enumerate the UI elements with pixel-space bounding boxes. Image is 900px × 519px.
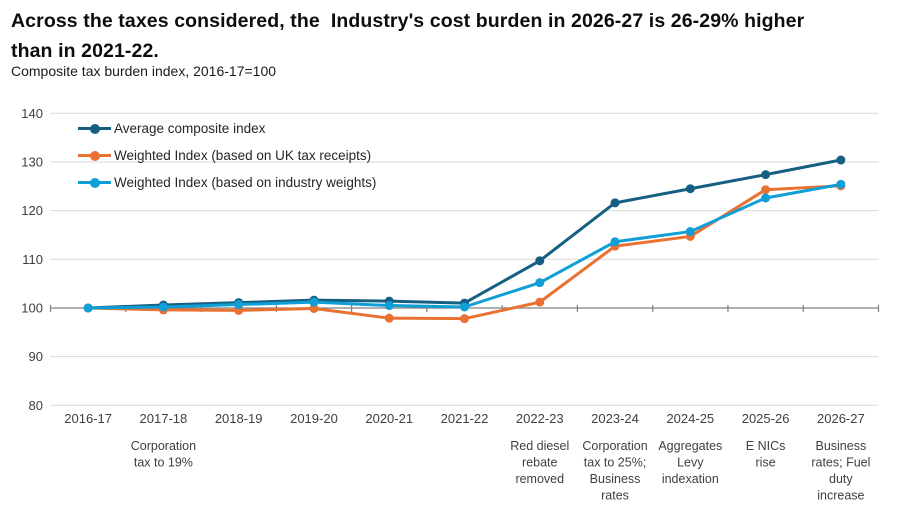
y-axis-tick-label: 90 [29, 349, 43, 364]
x-axis-tick-label: 2023-24 [591, 411, 639, 426]
data-point-marker [158, 302, 168, 312]
data-point-marker [761, 170, 771, 180]
x-axis-tick-label: 2016-17 [64, 411, 112, 426]
x-axis-tick-label: 2017-18 [140, 411, 188, 426]
axis-annotation: Red diesel [510, 439, 569, 453]
x-axis-tick-label: 2020-21 [365, 411, 413, 426]
data-point-marker [610, 198, 620, 208]
data-point-marker [685, 184, 695, 194]
x-axis-tick-label: 2021-22 [441, 411, 489, 426]
y-axis-tick-label: 140 [21, 106, 43, 121]
y-axis-tick-label: 100 [21, 300, 43, 315]
data-point-marker [309, 303, 319, 313]
chart-title: Across the taxes considered, the Industr… [11, 10, 810, 62]
series-line [86, 182, 843, 310]
legend-marker-dot [89, 177, 100, 188]
axis-annotation: Corporation [582, 439, 647, 453]
data-point-marker [460, 302, 469, 312]
data-point-marker [610, 237, 620, 247]
x-axis-tick-label: 2019-20 [290, 411, 338, 426]
axis-annotation: tax to 25%; [584, 456, 647, 470]
x-axis-tick-label: 2024-25 [666, 411, 714, 426]
legend-marker-line [78, 150, 111, 161]
data-point-marker [234, 300, 244, 310]
axis-annotation: rates [601, 489, 629, 503]
y-axis-tick-label: 120 [21, 203, 43, 218]
axis-annotation: Levy [677, 456, 704, 470]
data-point-marker [535, 278, 545, 288]
legend-item-weighted-uk-receipts: Weighted Index (based on UK tax receipts… [78, 142, 376, 169]
axis-annotation: Aggregates [658, 439, 722, 453]
legend-marker-line [78, 123, 111, 134]
axis-annotation: Business [590, 472, 641, 486]
x-axis-tick-label: 2018-19 [215, 411, 263, 426]
y-axis-tick-label: 130 [21, 154, 43, 169]
axis-annotation: removed [515, 472, 564, 486]
legend-item-weighted-industry: Weighted Index (based on industry weight… [78, 169, 376, 196]
axis-annotation: Business [815, 439, 866, 453]
legend-item-average-composite: Average composite index [78, 115, 376, 142]
legend-label: Average composite index [114, 121, 266, 136]
legend-marker-dot [89, 123, 100, 134]
data-point-marker [685, 227, 695, 237]
x-axis-tick-label: 2025-26 [742, 411, 790, 426]
data-point-marker [83, 303, 93, 313]
data-point-marker [384, 301, 394, 311]
data-point-marker [761, 193, 771, 203]
data-point-marker [384, 313, 394, 323]
chart-subtitle: Composite tax burden index, 2016-17=100 [11, 63, 277, 79]
data-point-marker [836, 179, 846, 189]
x-axis-tick-label: 2026-27 [817, 411, 865, 426]
axis-annotation: E NICs [746, 439, 786, 453]
legend-label: Weighted Index (based on UK tax receipts… [114, 148, 372, 163]
axis-annotation: duty [829, 472, 853, 486]
axis-annotation: tax to 19% [134, 456, 193, 470]
data-point-marker [761, 185, 771, 195]
legend-label: Weighted Index (based on industry weight… [114, 175, 377, 190]
data-point-marker [309, 297, 319, 307]
axis-annotation: indexation [662, 472, 719, 486]
data-point-marker [460, 314, 469, 324]
axis-annotation: Corporation [131, 439, 196, 453]
data-point-marker [535, 297, 545, 307]
axis-annotation: rebate [522, 456, 557, 470]
legend-marker-dot [89, 150, 100, 161]
y-axis-tick-label: 110 [22, 252, 43, 267]
data-point-marker [836, 155, 846, 165]
axis-annotation: rise [756, 456, 776, 470]
legend: Average composite index Weighted Index (… [78, 115, 376, 196]
y-axis-tick-label: 80 [29, 398, 43, 413]
axis-annotation: increase [817, 489, 864, 503]
x-axis-tick-label: 2022-23 [516, 411, 564, 426]
axis-annotation: rates; Fuel [811, 456, 870, 470]
legend-marker-line [78, 177, 111, 188]
data-point-marker [535, 256, 545, 266]
